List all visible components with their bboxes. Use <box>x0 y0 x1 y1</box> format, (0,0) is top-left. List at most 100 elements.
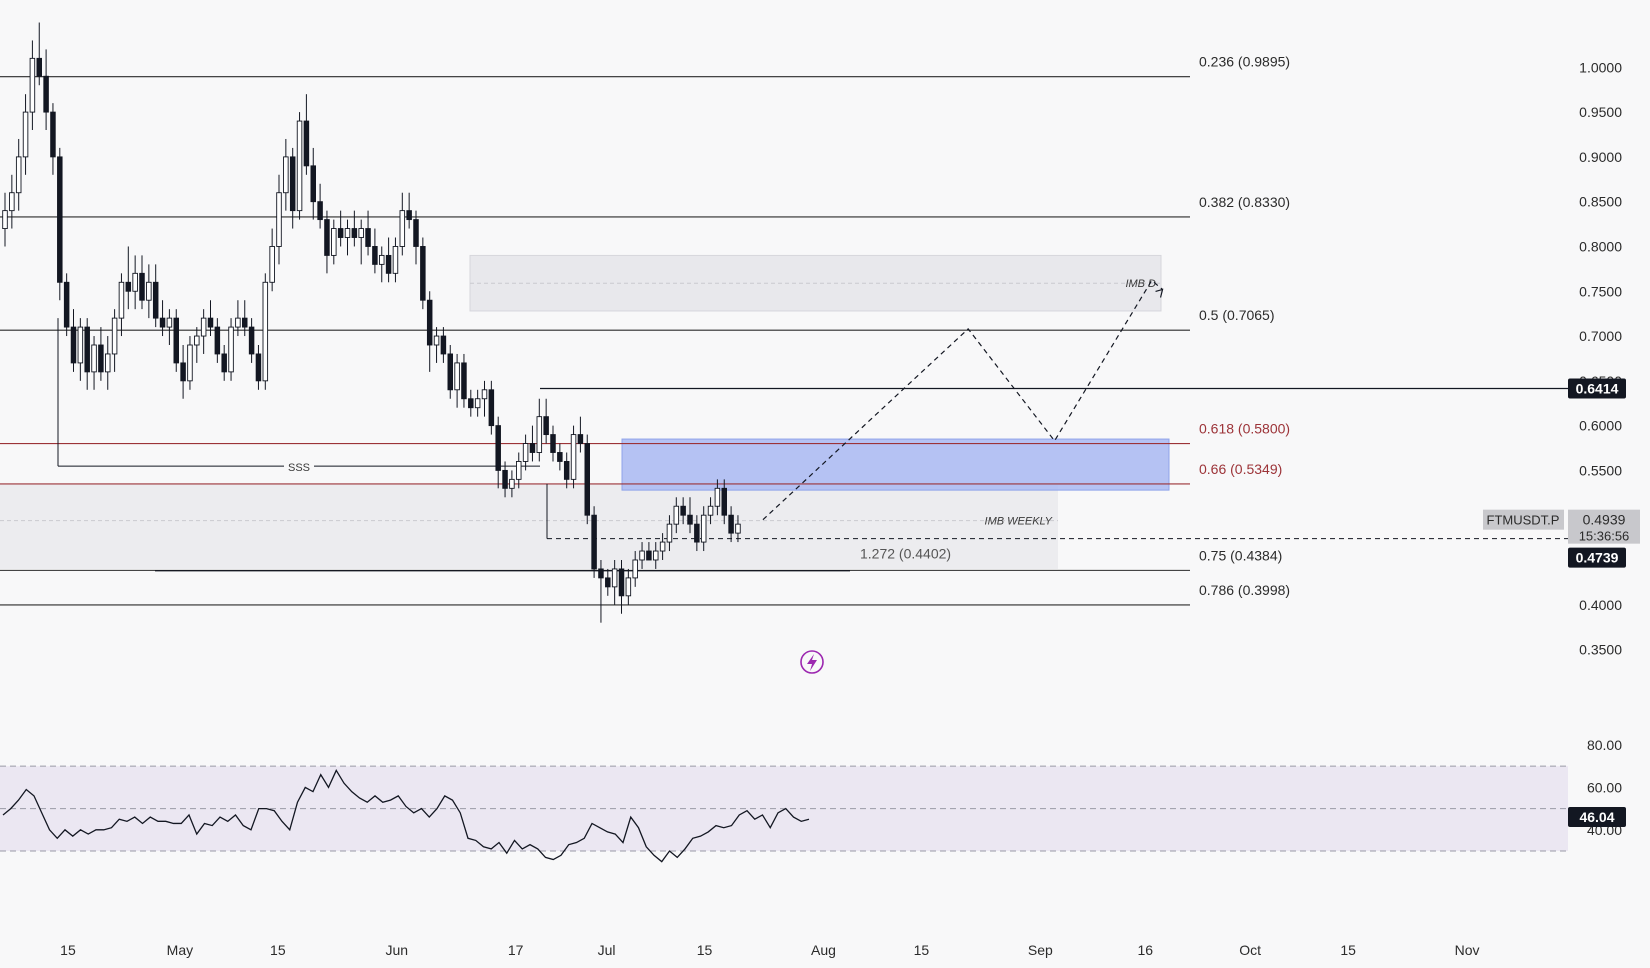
candle <box>344 219 351 256</box>
candle <box>659 533 666 560</box>
candle-body <box>269 246 275 283</box>
candle <box>187 336 193 390</box>
supply-zone <box>621 438 1170 491</box>
candle <box>700 506 707 552</box>
candle-body <box>173 317 179 364</box>
candle <box>57 147 63 301</box>
price-tick-label: 0.6000 <box>1579 418 1622 434</box>
time-tick-label: Nov <box>1455 942 1480 958</box>
rsi-value-badge-bg <box>1568 807 1626 828</box>
candle <box>173 309 179 372</box>
candle <box>509 470 515 498</box>
candle <box>502 461 508 498</box>
candle <box>447 345 454 399</box>
candle <box>598 559 604 623</box>
candle-body <box>591 514 597 570</box>
candle <box>529 425 536 462</box>
candle <box>536 398 543 462</box>
candle-body <box>118 281 125 319</box>
projection-arrowhead <box>1155 288 1164 298</box>
price-tick-label: 0.5500 <box>1579 462 1622 478</box>
candle <box>276 174 282 265</box>
candle-body <box>639 550 645 561</box>
candle-body <box>707 505 714 516</box>
fib-label: 0.66 (0.5349) <box>1199 461 1282 477</box>
candle <box>324 210 330 274</box>
fib-label: 0.382 (0.8330) <box>1199 194 1290 210</box>
candle <box>735 515 741 543</box>
time-tick-label: 17 <box>508 942 524 958</box>
candle <box>440 327 447 363</box>
candles-layer[interactable] <box>2 22 741 623</box>
candle-body <box>296 120 303 212</box>
candle-body <box>2 210 8 229</box>
candle-body <box>303 120 310 167</box>
candle-body <box>413 219 419 247</box>
candle-body <box>331 228 337 256</box>
candle-body <box>474 398 481 409</box>
candle-body <box>84 326 90 373</box>
candle <box>152 264 159 328</box>
candle <box>488 380 495 435</box>
candle-body <box>358 228 364 238</box>
time-tick-label: 15 <box>270 942 286 958</box>
candle <box>36 22 43 86</box>
time-tick-label: Aug <box>811 942 836 958</box>
candle-body <box>139 272 145 301</box>
candle-body <box>502 469 508 489</box>
candle <box>618 559 625 614</box>
candle-body <box>563 461 570 480</box>
candle-body <box>111 317 118 355</box>
candle-body <box>36 57 43 77</box>
candle <box>707 497 714 525</box>
candle <box>687 497 693 534</box>
candle <box>84 318 90 390</box>
candle <box>63 273 70 337</box>
candle-body <box>694 523 700 543</box>
candle <box>9 174 15 229</box>
candle-body <box>228 326 234 373</box>
time-tick-label: Jun <box>385 942 408 958</box>
candle-body <box>447 353 454 391</box>
price-tick-label: 0.3500 <box>1579 642 1622 658</box>
candle <box>77 318 84 381</box>
candle-body <box>454 362 460 391</box>
candle <box>235 300 241 337</box>
candle-body <box>324 219 330 256</box>
candle <box>481 380 488 417</box>
fib-label: 0.786 (0.3998) <box>1199 582 1290 598</box>
candle-body <box>543 416 549 436</box>
rsi-tick-label: 60.00 <box>1587 779 1622 795</box>
time-tick-label: May <box>167 942 193 958</box>
candle-body <box>426 299 433 346</box>
candle <box>118 273 125 337</box>
candle <box>358 219 364 265</box>
candle <box>714 479 721 516</box>
candle <box>550 425 556 462</box>
price-tick-label: 1.0000 <box>1579 59 1622 75</box>
candle <box>166 309 173 345</box>
symbol-tag-bg <box>1483 509 1564 530</box>
imb-d-label: IMB D <box>1125 278 1156 290</box>
candle <box>474 389 481 417</box>
candle-body <box>152 281 159 319</box>
candle <box>200 309 207 354</box>
candle <box>180 345 186 399</box>
candle-body <box>241 317 248 328</box>
candle-body <box>63 281 70 328</box>
candle <box>248 318 255 363</box>
candle-body <box>584 443 591 516</box>
lightning-icon[interactable] <box>800 650 824 674</box>
candle <box>591 506 597 578</box>
candle <box>296 112 303 220</box>
candle-body <box>666 523 673 543</box>
candle <box>214 318 221 363</box>
candle <box>577 416 584 453</box>
candle-body <box>481 389 488 400</box>
candle <box>29 40 36 131</box>
candle <box>269 228 275 292</box>
candle <box>159 300 166 337</box>
imb-weekly-zone <box>0 483 1058 569</box>
